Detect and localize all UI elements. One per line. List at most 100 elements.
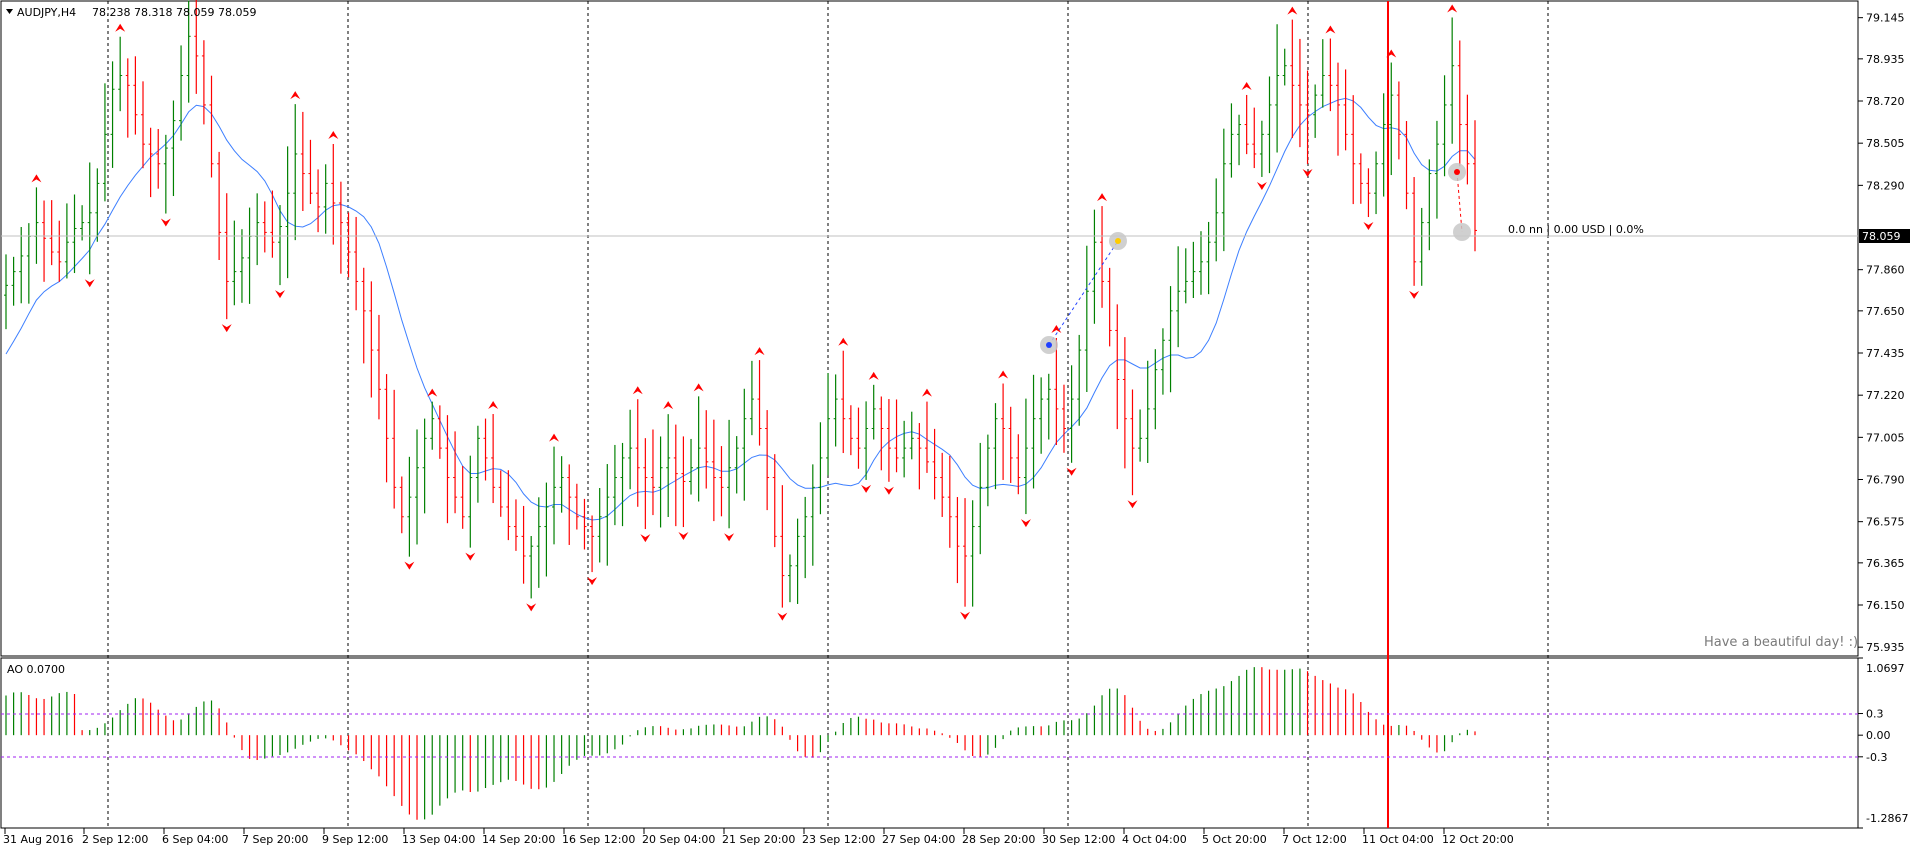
greeting-text: Have a beautiful day! :) xyxy=(1704,635,1858,650)
ohlc-bar xyxy=(917,423,922,490)
fractal-down-icon xyxy=(678,532,689,541)
x-tick-label: 30 Sep 12:00 xyxy=(1042,833,1115,846)
main-header-symbol: AUDJPY,H4 xyxy=(17,6,76,19)
ohlc-bar xyxy=(102,83,107,202)
current-price-box xyxy=(1859,229,1910,243)
ohlc-bar xyxy=(1115,304,1120,430)
ohlc-bar xyxy=(49,200,54,266)
x-tick-label: 4 Oct 04:00 xyxy=(1122,833,1187,846)
ohlc-bar xyxy=(947,455,952,548)
trade-exit-dot xyxy=(1115,238,1121,244)
y-tick-label: 78.505 xyxy=(1866,137,1905,150)
ohlc-bar xyxy=(217,151,222,260)
fractal-up-icon xyxy=(632,386,643,395)
ohlc-bar xyxy=(1473,120,1477,252)
ohlc-bar xyxy=(1374,151,1379,215)
fractal-down-icon xyxy=(1302,168,1313,177)
ohlc-bar xyxy=(194,0,199,94)
ohlc-bar xyxy=(864,401,869,480)
fractal-up-icon xyxy=(549,433,560,442)
fractal-down-icon xyxy=(84,279,95,288)
y-tick-label: 77.005 xyxy=(1866,431,1905,444)
ohlc-bar xyxy=(1153,349,1158,430)
ohlc-bar xyxy=(354,216,359,311)
ohlc-bar xyxy=(810,464,815,566)
ohlc-bar xyxy=(1191,241,1196,298)
ohlc-bar xyxy=(1351,95,1356,205)
ohlc-bar xyxy=(932,428,937,500)
ohlc-bar xyxy=(232,220,237,306)
x-tick-label: 5 Oct 20:00 xyxy=(1202,833,1267,846)
ohlc-bar xyxy=(392,389,397,509)
ohlc-bar xyxy=(1404,121,1409,210)
fractal-down-icon xyxy=(1066,467,1077,476)
ohlc-bar xyxy=(1077,334,1082,426)
fractal-up-icon xyxy=(1051,324,1062,333)
fractal-up-icon xyxy=(427,388,438,397)
trade-exit-marker-2[interactable] xyxy=(1453,223,1471,241)
fractal-up-icon xyxy=(31,174,42,183)
fractal-down-icon xyxy=(1020,519,1031,528)
ohlc-bar xyxy=(4,254,8,330)
ohlc-bar xyxy=(635,399,640,507)
ohlc-bar xyxy=(1221,128,1226,252)
ohlc-bar xyxy=(871,384,876,440)
ohlc-bar xyxy=(1442,75,1447,177)
trade-entry-dot xyxy=(1046,342,1052,348)
ohlc-bar xyxy=(1023,398,1028,515)
ohlc-bar xyxy=(1168,286,1173,393)
ohlc-bar xyxy=(346,212,351,278)
ohlc-bar xyxy=(323,164,328,234)
y-tick-label: 76.365 xyxy=(1866,557,1905,570)
ohlc-bar xyxy=(1267,76,1272,174)
main-header-ohlc: 78.238 78.318 78.059 78.059 xyxy=(92,6,256,19)
ohlc-bar xyxy=(293,104,298,241)
ohlc-bar xyxy=(57,220,62,282)
ohlc-bar xyxy=(955,497,960,584)
sub-header-indicator: AO 0.0700 xyxy=(7,663,65,676)
ohlc-bar xyxy=(521,505,526,584)
ohlc-bar xyxy=(72,194,77,274)
ohlc-bar xyxy=(1457,40,1462,167)
ohlc-bar xyxy=(1069,365,1074,463)
ohlc-bar xyxy=(696,396,701,502)
ohlc-bar xyxy=(1320,39,1325,108)
ohlc-bar xyxy=(80,205,85,241)
y-tick-label: 77.650 xyxy=(1866,305,1905,318)
x-tick-label: 14 Sep 20:00 xyxy=(482,833,555,846)
current-price-label: 78.059 xyxy=(1862,230,1901,243)
ohlc-bar xyxy=(1130,389,1135,496)
x-tick-label: 11 Oct 04:00 xyxy=(1362,833,1434,846)
ohlc-bar xyxy=(666,414,671,518)
ohlc-bar xyxy=(1366,168,1371,218)
axes: 79.145 78.935 78.720 78.505 78.290 77.860 77.6… xyxy=(3,12,1908,846)
ohlc-bar xyxy=(133,56,138,135)
fractal-down-icon xyxy=(861,484,872,493)
ohlc-bar xyxy=(772,454,777,548)
fractal-up-icon xyxy=(1325,25,1336,34)
fractal-down-icon xyxy=(777,612,788,621)
ohlc-bar xyxy=(734,436,739,494)
ohlc-bar xyxy=(95,168,100,242)
fractal-up-icon xyxy=(1287,6,1298,15)
ohlc-bar xyxy=(361,267,366,364)
ohlc-bar xyxy=(1107,267,1112,347)
ohlc-bar xyxy=(582,498,587,550)
ohlc-bar xyxy=(1138,409,1143,462)
ohlc-bar xyxy=(1252,107,1257,169)
ohlc-bar xyxy=(422,418,427,514)
ohlc-bar xyxy=(940,452,945,517)
y-tick-label: 78.290 xyxy=(1866,179,1905,192)
ohlc-bar xyxy=(399,476,404,534)
y-tick-label: 76.150 xyxy=(1866,599,1905,612)
ohlc-bar xyxy=(1434,120,1439,219)
ohlc-bar xyxy=(650,429,655,516)
ohlc-bar xyxy=(1008,406,1013,483)
ao-y-tick-label: 0.3 xyxy=(1866,708,1884,721)
fractal-down-icon xyxy=(221,324,232,333)
chart-menu-triangle-icon[interactable] xyxy=(6,9,13,14)
ohlc-bar xyxy=(186,0,191,103)
ohlc-bar xyxy=(110,61,115,168)
ohlc-bar xyxy=(1122,337,1127,469)
